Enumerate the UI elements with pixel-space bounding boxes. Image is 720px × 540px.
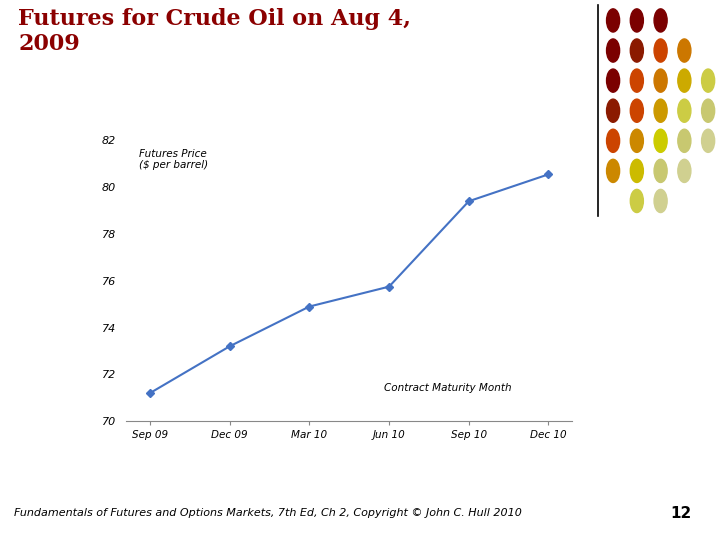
- Circle shape: [701, 99, 715, 122]
- Circle shape: [654, 190, 667, 213]
- Circle shape: [654, 39, 667, 62]
- Circle shape: [701, 129, 715, 152]
- Circle shape: [654, 9, 667, 32]
- Circle shape: [678, 99, 691, 122]
- Circle shape: [678, 69, 691, 92]
- Text: Contract Maturity Month: Contract Maturity Month: [384, 382, 511, 393]
- Circle shape: [678, 39, 691, 62]
- Circle shape: [630, 190, 644, 213]
- Text: Futures for Crude Oil on Aug 4,
2009: Futures for Crude Oil on Aug 4, 2009: [19, 8, 411, 55]
- Circle shape: [654, 129, 667, 152]
- Circle shape: [654, 159, 667, 183]
- Circle shape: [606, 69, 620, 92]
- Circle shape: [606, 159, 620, 183]
- Circle shape: [630, 99, 644, 122]
- Circle shape: [606, 9, 620, 32]
- Circle shape: [678, 129, 691, 152]
- Text: 12: 12: [670, 505, 692, 521]
- Circle shape: [654, 99, 667, 122]
- Circle shape: [630, 129, 644, 152]
- Circle shape: [630, 9, 644, 32]
- Circle shape: [630, 39, 644, 62]
- Text: Futures Price
($ per barrel): Futures Price ($ per barrel): [140, 149, 209, 171]
- Circle shape: [630, 69, 644, 92]
- Circle shape: [606, 39, 620, 62]
- Circle shape: [701, 69, 715, 92]
- Circle shape: [678, 159, 691, 183]
- Text: Fundamentals of Futures and Options Markets, 7th Ed, Ch 2, Copyright © John C. H: Fundamentals of Futures and Options Mark…: [14, 508, 522, 518]
- Circle shape: [654, 69, 667, 92]
- Circle shape: [606, 99, 620, 122]
- Circle shape: [606, 129, 620, 152]
- Circle shape: [630, 159, 644, 183]
